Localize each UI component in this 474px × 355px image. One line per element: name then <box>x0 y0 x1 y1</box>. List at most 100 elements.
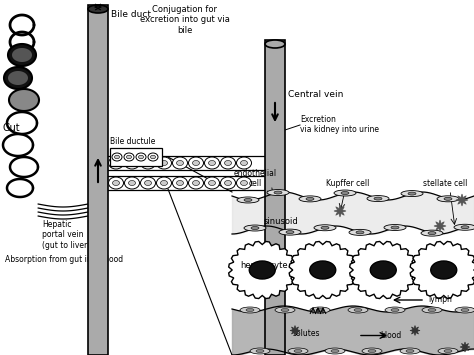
Ellipse shape <box>250 348 270 354</box>
Polygon shape <box>334 205 346 217</box>
Ellipse shape <box>421 230 443 236</box>
Polygon shape <box>350 241 417 299</box>
Ellipse shape <box>391 308 399 311</box>
Ellipse shape <box>140 177 155 189</box>
Ellipse shape <box>267 190 289 196</box>
Ellipse shape <box>246 308 254 311</box>
Ellipse shape <box>400 348 420 354</box>
Ellipse shape <box>140 157 155 169</box>
Ellipse shape <box>286 231 294 234</box>
Ellipse shape <box>306 197 314 200</box>
Polygon shape <box>8 71 28 85</box>
Ellipse shape <box>455 307 474 313</box>
Polygon shape <box>289 241 356 299</box>
Text: hepatocyte: hepatocyte <box>240 261 288 269</box>
Ellipse shape <box>288 348 308 354</box>
Ellipse shape <box>316 308 324 311</box>
Ellipse shape <box>444 197 452 200</box>
Ellipse shape <box>461 226 469 229</box>
Ellipse shape <box>128 160 136 165</box>
Ellipse shape <box>136 153 146 161</box>
Polygon shape <box>228 241 296 299</box>
Text: blood: blood <box>380 331 401 340</box>
Ellipse shape <box>138 155 144 159</box>
Ellipse shape <box>192 180 200 186</box>
Ellipse shape <box>438 348 458 354</box>
Ellipse shape <box>294 350 302 353</box>
Ellipse shape <box>156 177 172 189</box>
Ellipse shape <box>125 157 139 169</box>
Ellipse shape <box>274 191 282 194</box>
Ellipse shape <box>124 153 134 161</box>
Ellipse shape <box>321 226 329 229</box>
Polygon shape <box>460 342 470 352</box>
Ellipse shape <box>204 177 219 189</box>
Ellipse shape <box>240 180 247 186</box>
Text: Absorption from gut into blood: Absorption from gut into blood <box>5 255 123 264</box>
Text: Bile duct: Bile duct <box>111 10 151 19</box>
Polygon shape <box>8 44 36 66</box>
Ellipse shape <box>225 180 231 186</box>
Ellipse shape <box>176 180 183 186</box>
Ellipse shape <box>279 229 301 235</box>
Ellipse shape <box>192 160 200 165</box>
Ellipse shape <box>112 180 119 186</box>
Ellipse shape <box>109 157 124 169</box>
Ellipse shape <box>401 191 423 197</box>
Ellipse shape <box>431 261 457 279</box>
Text: Central vein: Central vein <box>288 90 343 99</box>
Text: sinusoid: sinusoid <box>264 217 299 225</box>
Ellipse shape <box>354 308 362 311</box>
Ellipse shape <box>237 177 252 189</box>
Text: Hepatic
portal vein
(gut to liver): Hepatic portal vein (gut to liver) <box>42 220 90 250</box>
Ellipse shape <box>189 177 203 189</box>
Ellipse shape <box>204 157 219 169</box>
Ellipse shape <box>88 5 108 13</box>
Ellipse shape <box>127 155 131 159</box>
Ellipse shape <box>109 177 124 189</box>
Ellipse shape <box>115 155 119 159</box>
Bar <box>265 40 285 355</box>
Ellipse shape <box>374 197 382 200</box>
Text: Bile ductule: Bile ductule <box>110 137 155 146</box>
Ellipse shape <box>244 225 266 231</box>
Ellipse shape <box>244 198 252 202</box>
Ellipse shape <box>348 307 368 313</box>
Ellipse shape <box>314 225 336 231</box>
Ellipse shape <box>334 190 356 196</box>
Polygon shape <box>290 326 300 335</box>
Ellipse shape <box>370 261 396 279</box>
Ellipse shape <box>145 180 152 186</box>
Ellipse shape <box>325 348 345 354</box>
Ellipse shape <box>310 307 330 313</box>
Polygon shape <box>4 67 32 89</box>
Text: solutes: solutes <box>292 329 320 338</box>
Ellipse shape <box>299 196 321 202</box>
Bar <box>110 148 162 166</box>
Ellipse shape <box>128 180 136 186</box>
Ellipse shape <box>225 160 231 165</box>
Polygon shape <box>12 48 32 62</box>
Ellipse shape <box>161 180 167 186</box>
Ellipse shape <box>349 229 371 235</box>
Ellipse shape <box>275 307 295 313</box>
Ellipse shape <box>176 160 183 165</box>
Polygon shape <box>434 220 446 232</box>
Ellipse shape <box>341 191 349 195</box>
Ellipse shape <box>444 350 452 353</box>
Polygon shape <box>410 326 420 335</box>
Ellipse shape <box>265 40 285 48</box>
Ellipse shape <box>256 350 264 353</box>
Ellipse shape <box>161 160 167 165</box>
Polygon shape <box>9 89 39 111</box>
Text: Gut: Gut <box>3 123 21 133</box>
Ellipse shape <box>112 153 122 161</box>
Ellipse shape <box>209 180 216 186</box>
Text: lymph: lymph <box>428 295 452 305</box>
Ellipse shape <box>385 307 405 313</box>
Text: Kupffer cell: Kupffer cell <box>326 179 370 188</box>
Ellipse shape <box>428 231 436 235</box>
Ellipse shape <box>461 308 469 311</box>
Ellipse shape <box>220 157 236 169</box>
Ellipse shape <box>422 307 442 313</box>
